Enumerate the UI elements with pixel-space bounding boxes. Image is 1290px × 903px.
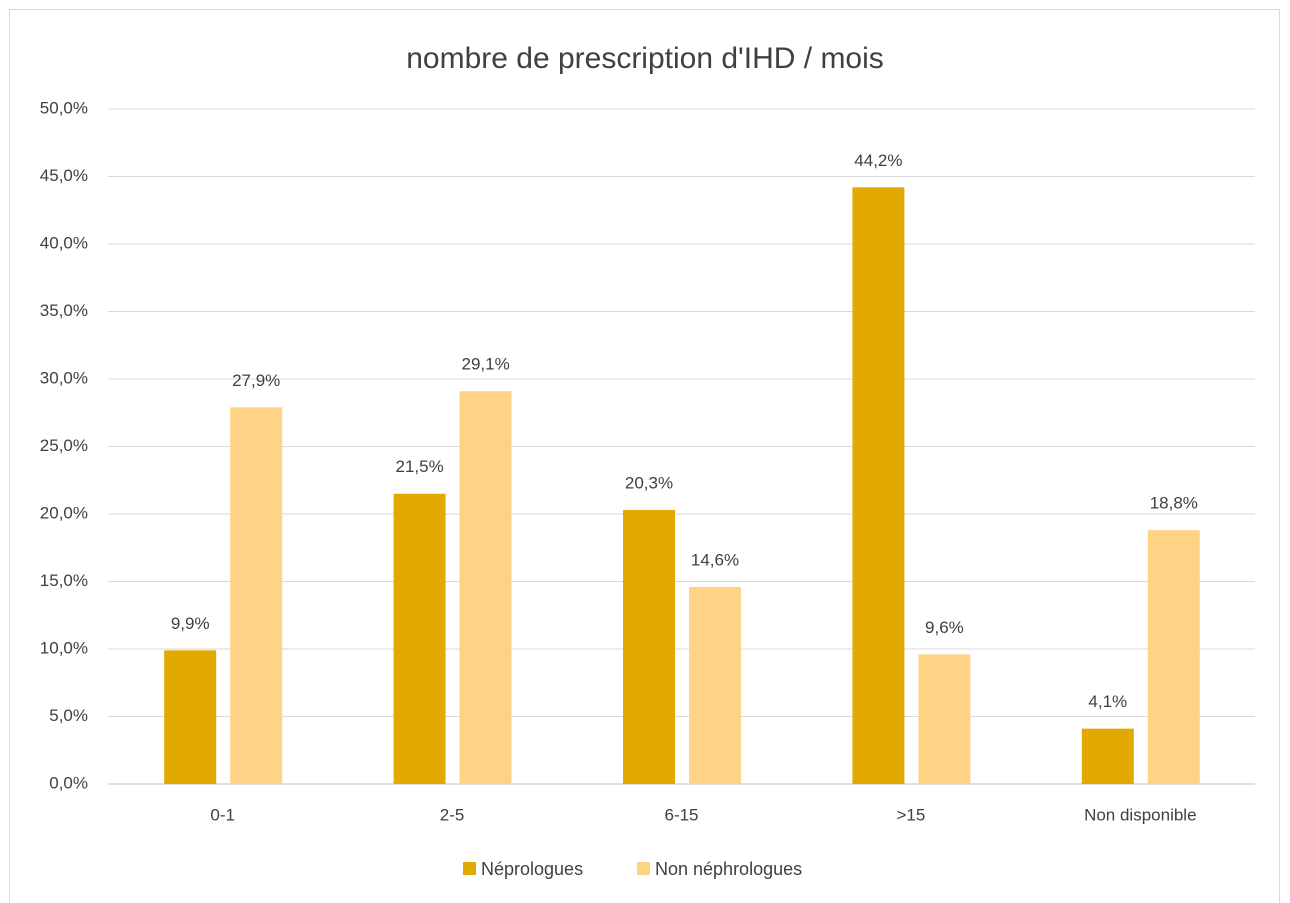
- x-tick-label: >15: [896, 805, 925, 824]
- bar: [459, 391, 512, 784]
- legend-swatch: [463, 862, 476, 875]
- bar: [623, 509, 675, 784]
- y-tick-label: 10,0%: [40, 638, 88, 657]
- chart-title: nombre de prescription d'IHD / mois: [406, 42, 884, 75]
- data-label: 20,3%: [625, 473, 673, 492]
- bar: [393, 493, 446, 784]
- y-tick-label: 5,0%: [49, 706, 88, 725]
- y-tick-label: 15,0%: [40, 571, 88, 590]
- x-tick-label: Non disponible: [1084, 805, 1196, 824]
- bar: [852, 187, 905, 785]
- data-label: 18,8%: [1150, 494, 1198, 513]
- data-label: 21,5%: [395, 457, 443, 476]
- bar: [230, 407, 283, 784]
- x-tick-label: 6-15: [664, 805, 698, 824]
- bar: [1147, 530, 1200, 784]
- x-tick-label: 0-1: [210, 805, 235, 824]
- bar: [164, 650, 217, 784]
- data-label: 9,9%: [171, 614, 210, 633]
- x-tick-label: 2-5: [440, 805, 465, 824]
- legend-swatch: [637, 862, 650, 875]
- legend-label: Néprologues: [481, 859, 583, 879]
- y-tick-label: 45,0%: [40, 166, 88, 185]
- bar: [918, 654, 971, 784]
- y-tick-label: 20,0%: [40, 503, 88, 522]
- bar: [689, 586, 741, 784]
- data-label: 4,1%: [1088, 692, 1127, 711]
- data-label: 9,6%: [925, 618, 964, 637]
- y-tick-label: 0,0%: [49, 773, 88, 792]
- data-label: 44,2%: [854, 151, 902, 170]
- y-tick-label: 35,0%: [40, 301, 88, 320]
- y-tick-label: 25,0%: [40, 436, 88, 455]
- y-tick-label: 40,0%: [40, 233, 88, 252]
- data-label: 14,6%: [691, 550, 739, 569]
- legend-label: Non néphrologues: [655, 859, 802, 879]
- bar: [1081, 728, 1134, 784]
- y-tick-label: 50,0%: [40, 98, 88, 117]
- y-tick-label: 30,0%: [40, 368, 88, 387]
- data-label: 29,1%: [461, 355, 509, 374]
- data-label: 27,9%: [232, 371, 280, 390]
